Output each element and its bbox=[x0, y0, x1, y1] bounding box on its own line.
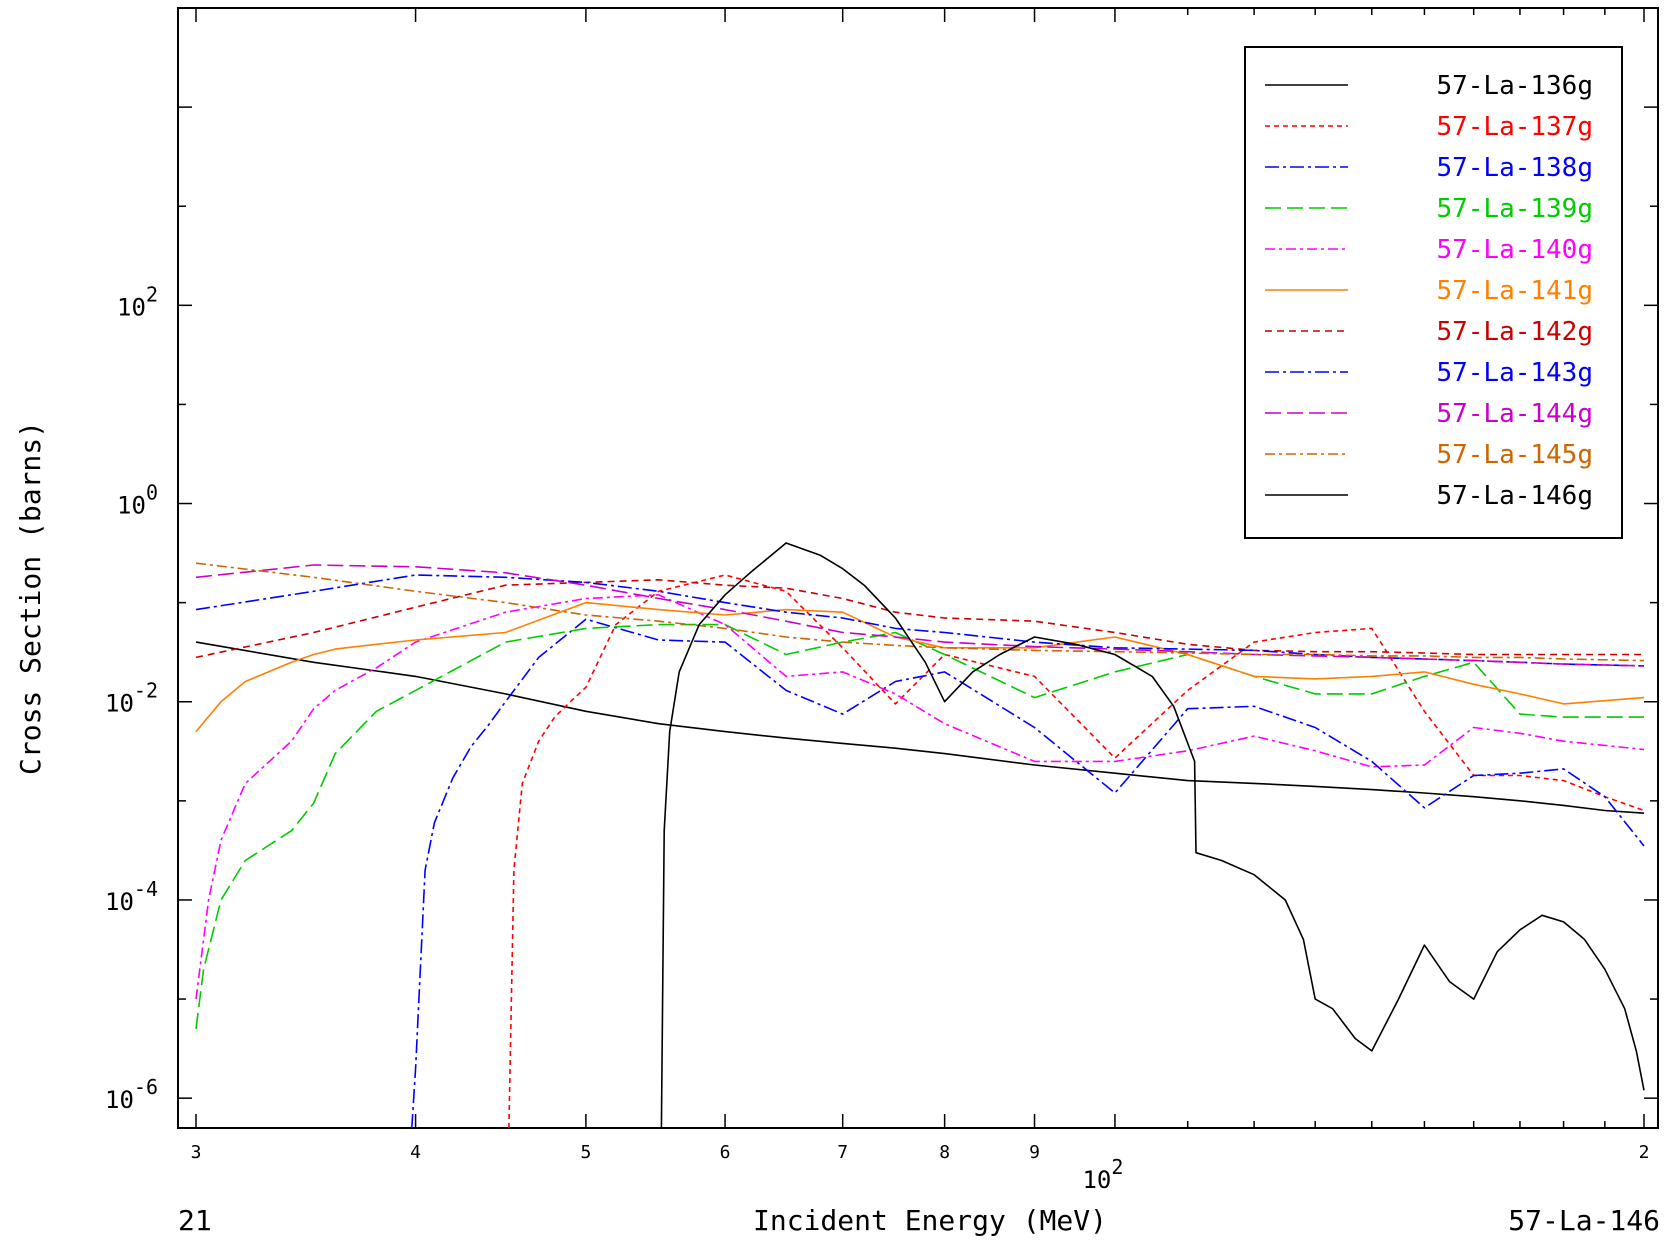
x-decade-label-exp: 2 bbox=[1111, 1155, 1123, 1179]
footer-left-label: 21 bbox=[178, 1204, 212, 1237]
series-line-57-la-145g bbox=[195, 562, 1645, 662]
x-tick-label: 8 bbox=[939, 1142, 950, 1163]
plot-frame-group bbox=[177, 7, 1659, 1129]
y-tick-label-base: 10 bbox=[105, 888, 134, 916]
plot-frame bbox=[177, 7, 1659, 1129]
series-line-57-la-138g bbox=[411, 618, 1645, 1128]
legend-label: 57-La-137g bbox=[1436, 112, 1593, 142]
series-line-57-la-143g bbox=[195, 574, 1645, 667]
y-axis-title: Cross Section (barns) bbox=[14, 421, 47, 775]
x-tick-label: 7 bbox=[837, 1142, 848, 1163]
legend: 57-La-136g 57-La-137g 57-La-138g 57-La-139g… bbox=[1244, 46, 1623, 539]
x-tick-label: 5 bbox=[580, 1142, 591, 1163]
y-tick-label-exp: 2 bbox=[146, 282, 158, 306]
x-tick-label: 2 bbox=[1639, 1142, 1650, 1163]
legend-label: 57-La-141g bbox=[1436, 276, 1593, 306]
series-line-57-la-137g bbox=[508, 574, 1645, 1128]
series-line-57-la-139g bbox=[195, 623, 1644, 1030]
x-decade-label-base: 10 bbox=[1082, 1166, 1111, 1194]
series-line-57-la-142g bbox=[195, 578, 1644, 659]
x-decade-label: 102 bbox=[1082, 1155, 1123, 1194]
y-tick-label-exp: -6 bbox=[134, 1075, 158, 1099]
legend-label: 57-La-142g bbox=[1436, 317, 1593, 347]
series-line-57-la-146g bbox=[660, 542, 1645, 1128]
y-tick-label: 100 bbox=[117, 481, 158, 520]
y-tick-label-exp: -4 bbox=[134, 877, 158, 901]
legend-label: 57-La-144g bbox=[1436, 399, 1593, 429]
y-tick-label: 102 bbox=[117, 282, 158, 321]
x-tick-label: 9 bbox=[1029, 1142, 1040, 1163]
legend-label: 57-La-140g bbox=[1436, 235, 1593, 265]
y-tick-label-base: 10 bbox=[105, 1086, 134, 1114]
y-tick-label: 10-4 bbox=[105, 877, 158, 916]
legend-label: 57-La-138g bbox=[1436, 153, 1593, 183]
legend-label: 57-La-143g bbox=[1436, 358, 1593, 388]
x-tick-label: 6 bbox=[720, 1142, 731, 1163]
y-tick-label: 10-2 bbox=[105, 679, 158, 718]
x-axis-title: Incident Energy (MeV) bbox=[753, 1204, 1107, 1237]
series-line-57-la-144g bbox=[195, 564, 1645, 667]
legend-label: 57-La-146g bbox=[1436, 481, 1593, 511]
y-tick-label: 10-6 bbox=[105, 1075, 158, 1114]
legend-label: 57-La-136g bbox=[1436, 71, 1593, 101]
y-tick-label-base: 10 bbox=[105, 690, 134, 718]
legend-box bbox=[1244, 46, 1623, 539]
x-tick-label: 4 bbox=[410, 1142, 421, 1163]
legend-label: 57-La-139g bbox=[1436, 194, 1593, 224]
series-lines bbox=[195, 542, 1645, 1128]
x-tick-label: 3 bbox=[191, 1142, 202, 1163]
series-line-57-la-140g bbox=[195, 593, 1645, 1000]
y-tick-label-base: 10 bbox=[117, 293, 146, 321]
series-line-57-la-141g bbox=[195, 601, 1645, 733]
legend-label: 57-La-145g bbox=[1436, 440, 1593, 470]
y-tick-label-exp: -2 bbox=[134, 679, 158, 703]
footer-right-label: 57-La-146 bbox=[1508, 1204, 1660, 1237]
series-line-57-la-136g bbox=[195, 641, 1645, 814]
y-tick-label-base: 10 bbox=[117, 492, 146, 520]
y-tick-label-exp: 0 bbox=[146, 481, 158, 505]
